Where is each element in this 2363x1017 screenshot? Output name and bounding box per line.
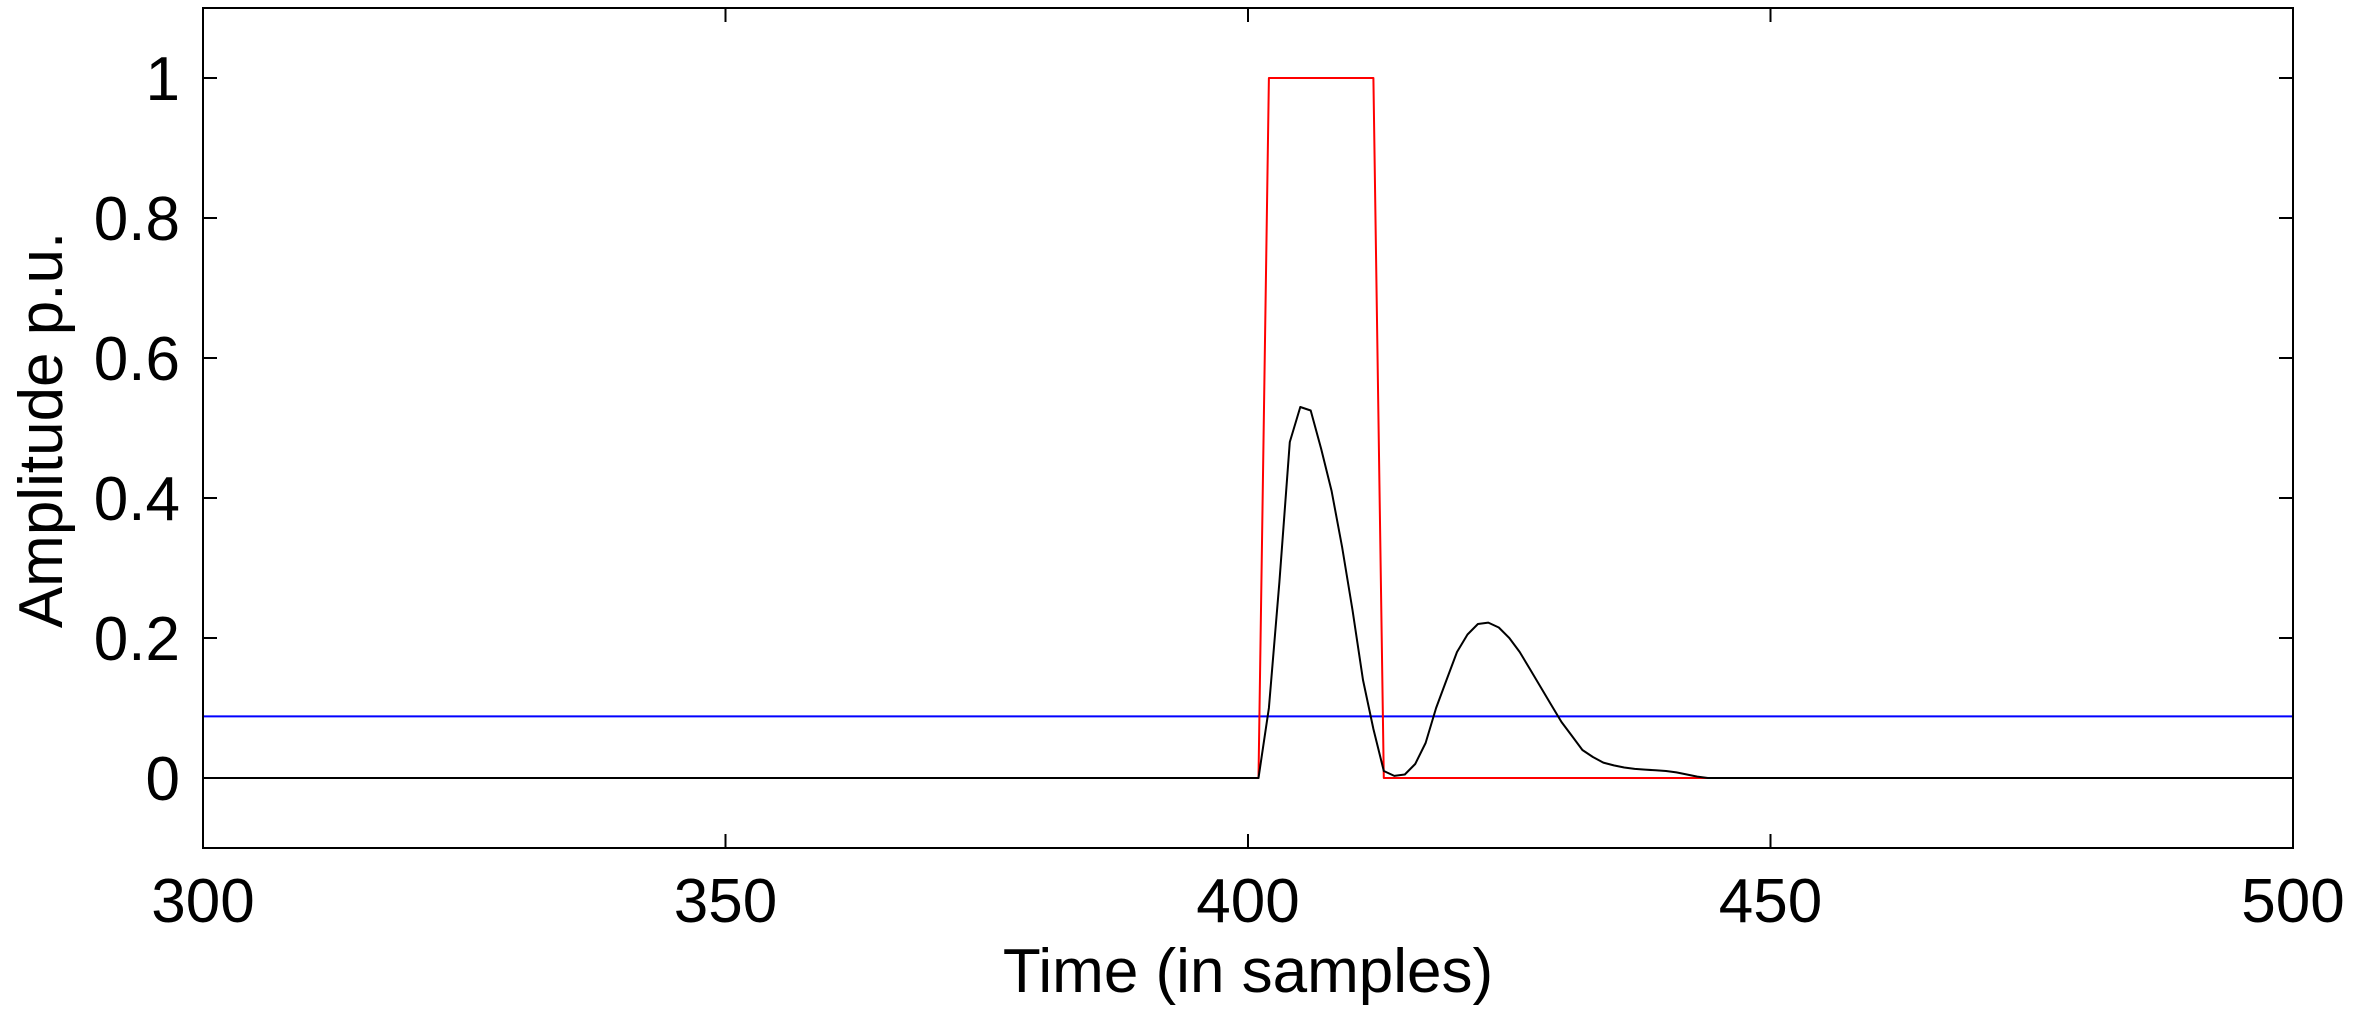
- plot-background: [203, 8, 2293, 848]
- x-tick-label: 500: [2241, 867, 2344, 936]
- x-tick-label: 350: [674, 867, 777, 936]
- y-tick-label: 0.8: [94, 185, 180, 254]
- y-tick-label: 0: [146, 745, 180, 814]
- y-tick-label: 0.4: [94, 465, 180, 534]
- tick-layer: 300 350 400 450 500 0 0.2 0.4 0.6 0.8 1: [94, 8, 2345, 936]
- x-tick-label: 300: [151, 867, 254, 936]
- x-axis-title: Time (in samples): [1003, 937, 1493, 1006]
- y-tick-label: 0.2: [94, 605, 180, 674]
- y-tick-label: 0.6: [94, 325, 180, 394]
- series-line-3: [203, 406, 2293, 779]
- series-layer: [203, 77, 2293, 779]
- y-tick-label: 1: [146, 45, 180, 114]
- plot-frame: [202, 7, 2294, 849]
- y-axis-title: Amplitude p.u.: [7, 232, 76, 628]
- x-tick-label: 400: [1196, 867, 1299, 936]
- x-tick-label: 450: [1719, 867, 1822, 936]
